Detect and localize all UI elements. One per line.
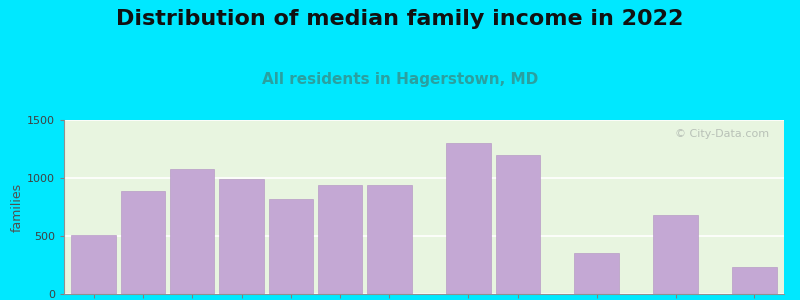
Text: All residents in Hagerstown, MD: All residents in Hagerstown, MD: [262, 72, 538, 87]
Bar: [367, 185, 412, 294]
Bar: [269, 199, 313, 294]
Bar: [654, 215, 698, 294]
Text: © City-Data.com: © City-Data.com: [675, 129, 770, 139]
Bar: [446, 143, 490, 294]
Bar: [121, 191, 165, 294]
Bar: [318, 185, 362, 294]
Bar: [732, 267, 777, 294]
Bar: [219, 179, 264, 294]
Text: Distribution of median family income in 2022: Distribution of median family income in …: [116, 9, 684, 29]
Y-axis label: families: families: [11, 182, 24, 232]
Bar: [170, 169, 214, 294]
Bar: [495, 155, 540, 294]
Bar: [71, 235, 116, 294]
Bar: [574, 254, 618, 294]
